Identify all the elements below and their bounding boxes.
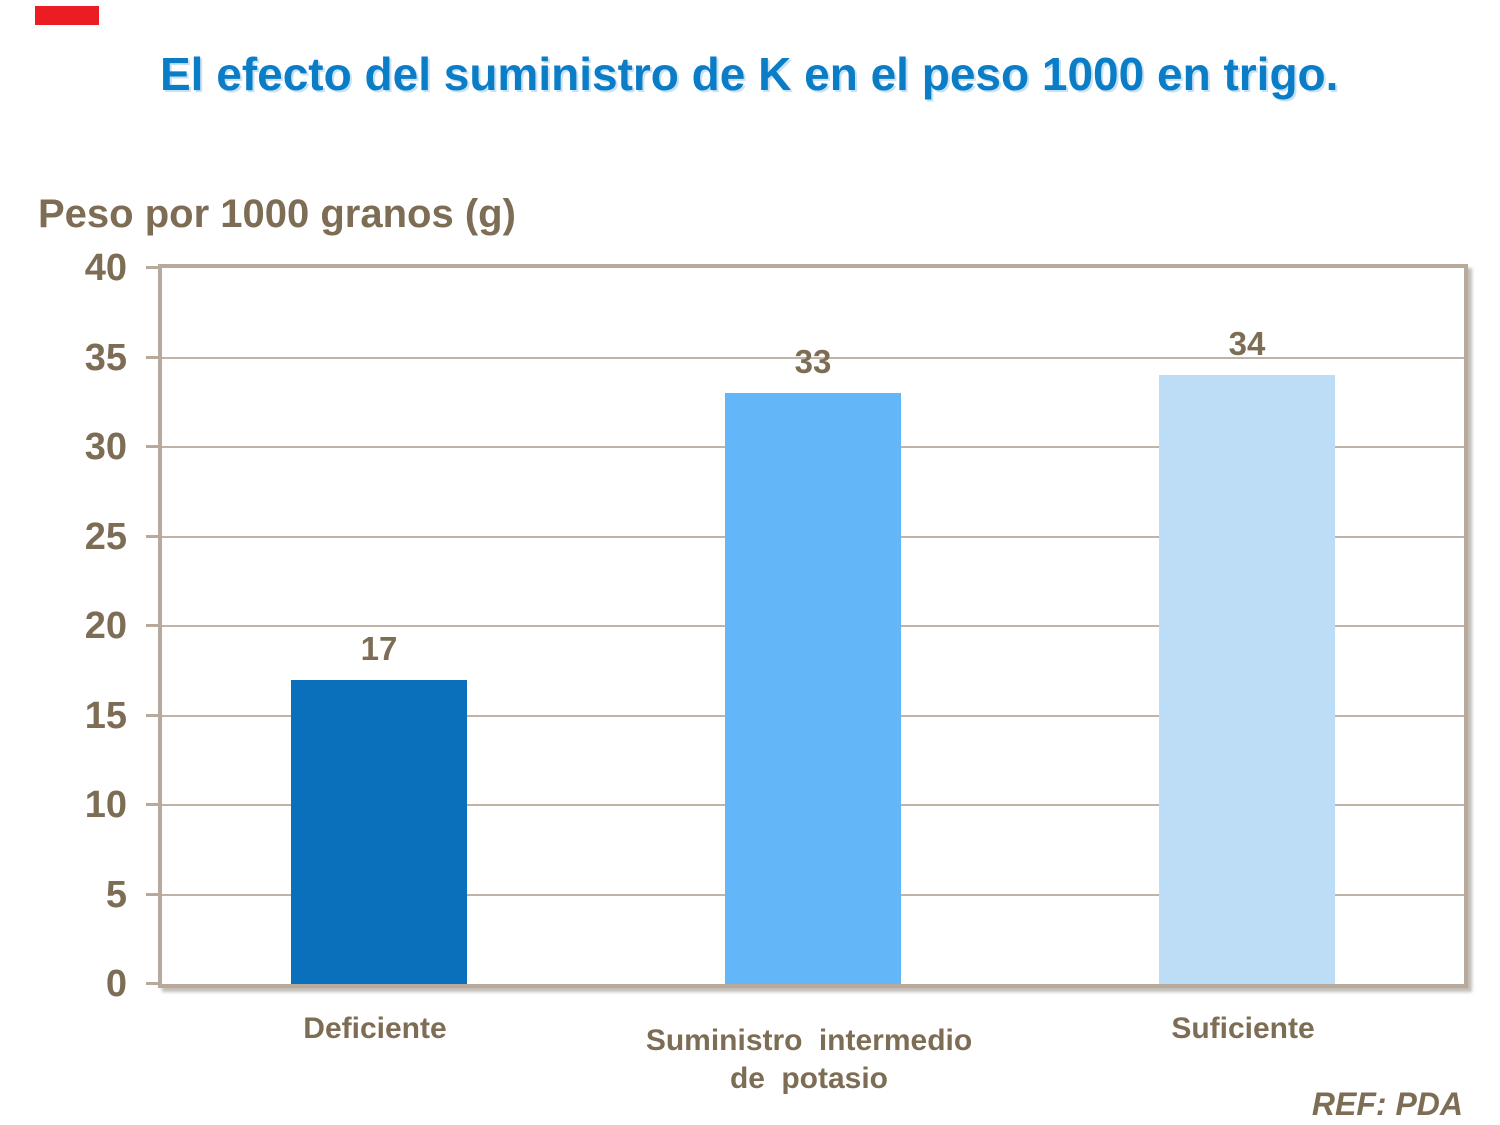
y-tick-mark	[146, 266, 158, 269]
chart-title: El efecto del suministro de K en el peso…	[160, 48, 1339, 100]
bar	[291, 679, 467, 984]
y-tick-mark	[146, 355, 158, 359]
x-category-label: Deficiente	[303, 1012, 447, 1045]
x-labels: Deficiente Suministro intermedio de potas…	[158, 992, 1468, 1122]
y-axis: 0 5 10 15 20 25 30 35 40	[0, 248, 158, 1004]
y-tick-label: 30	[84, 426, 127, 468]
bar	[1159, 375, 1335, 984]
y-tick-mark	[146, 803, 158, 806]
gridline	[162, 356, 1464, 359]
y-axis-title: Peso por 1000 granos (g)	[38, 192, 516, 236]
y-tick-label: 35	[84, 336, 127, 379]
y-tick-label: 40	[84, 247, 127, 289]
y-tick-label: 0	[105, 963, 127, 1005]
red-accent-bar	[35, 6, 99, 25]
y-tick-mark	[146, 534, 158, 538]
ref-note: REF: PDA	[1311, 1086, 1463, 1122]
y-tick-label: 15	[84, 694, 127, 737]
plot-area: 17 33 34	[158, 264, 1468, 988]
y-tick-label: 25	[84, 515, 127, 558]
x-category-label: Suministro intermedio de potasio	[645, 1024, 973, 1095]
y-tick-label: 5	[105, 873, 127, 916]
bar-value-label: 34	[1228, 325, 1266, 363]
y-tick-mark	[146, 713, 158, 717]
y-tick-mark	[146, 892, 158, 896]
bar	[725, 393, 901, 984]
y-tick-mark	[146, 982, 158, 985]
y-tick-mark	[146, 445, 158, 448]
bar-value-label: 33	[794, 343, 832, 381]
y-tick-label: 20	[84, 605, 127, 647]
bar-value-label: 17	[360, 629, 398, 667]
x-category-label: Suficiente	[1171, 1012, 1315, 1045]
y-tick-mark	[146, 624, 158, 627]
y-tick-label: 10	[84, 784, 127, 826]
